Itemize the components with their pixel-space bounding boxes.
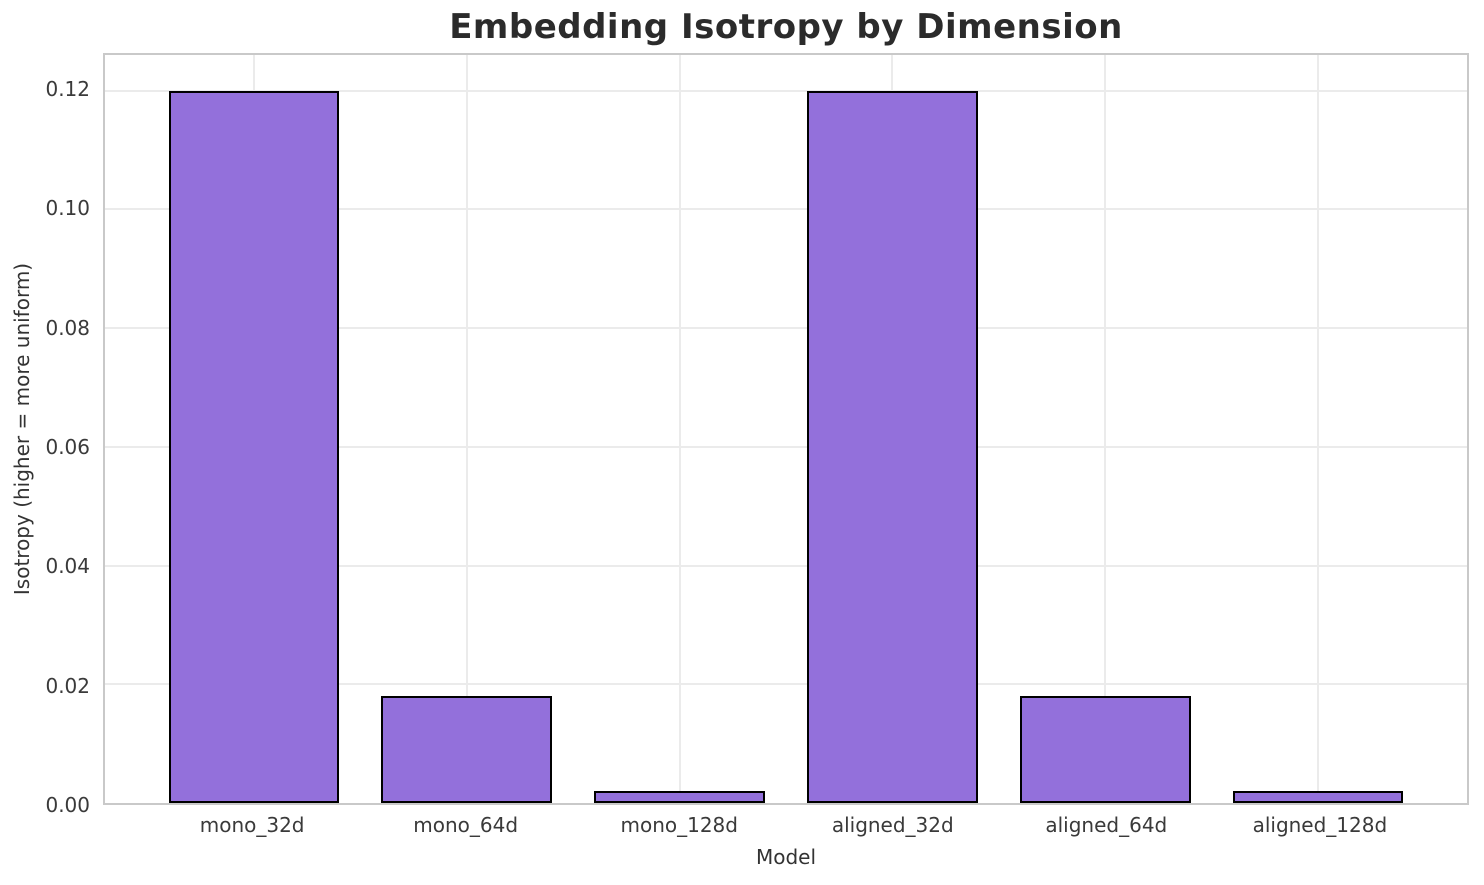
y-tick-label: 0.00 xyxy=(45,793,90,817)
y-gridline xyxy=(105,327,1467,330)
bar-mono_64d xyxy=(381,696,552,803)
y-tick-label: 0.12 xyxy=(45,76,90,101)
x-tick-label: mono_128d xyxy=(620,813,738,837)
x-gridline xyxy=(1104,55,1107,803)
x-gridline xyxy=(465,55,468,803)
y-tick-label: 0.10 xyxy=(45,196,90,221)
x-tick-label: aligned_128d xyxy=(1252,813,1388,837)
y-axis-label: Isotropy (higher = more uniform) xyxy=(10,262,34,596)
chart-title: Embedding Isotropy by Dimension xyxy=(449,7,1123,47)
bar-mono_32d xyxy=(168,90,339,803)
y-tick-label: 0.04 xyxy=(45,554,90,579)
y-gridline xyxy=(105,564,1467,567)
y-tick-label: 0.08 xyxy=(45,315,90,340)
bar-aligned_32d xyxy=(807,90,978,803)
y-gridline xyxy=(105,445,1467,448)
x-tick-label: mono_64d xyxy=(413,813,519,837)
bar-aligned_64d xyxy=(1020,696,1191,803)
y-tick-label: 0.06 xyxy=(45,434,90,459)
x-tick-label: aligned_64d xyxy=(1045,813,1168,837)
y-gridline xyxy=(105,208,1467,211)
x-tick-label: mono_32d xyxy=(199,813,305,837)
x-tick-label: aligned_32d xyxy=(831,813,954,837)
x-gridline xyxy=(678,55,681,803)
x-axis-label: Model xyxy=(755,845,817,869)
y-tick-label: 0.02 xyxy=(45,673,90,698)
y-gridline xyxy=(105,683,1467,686)
bar-mono_128d xyxy=(594,791,765,803)
x-gridline xyxy=(1317,55,1320,803)
y-gridline xyxy=(105,89,1467,92)
bar-aligned_128d xyxy=(1233,791,1404,803)
plot-area xyxy=(103,53,1469,805)
